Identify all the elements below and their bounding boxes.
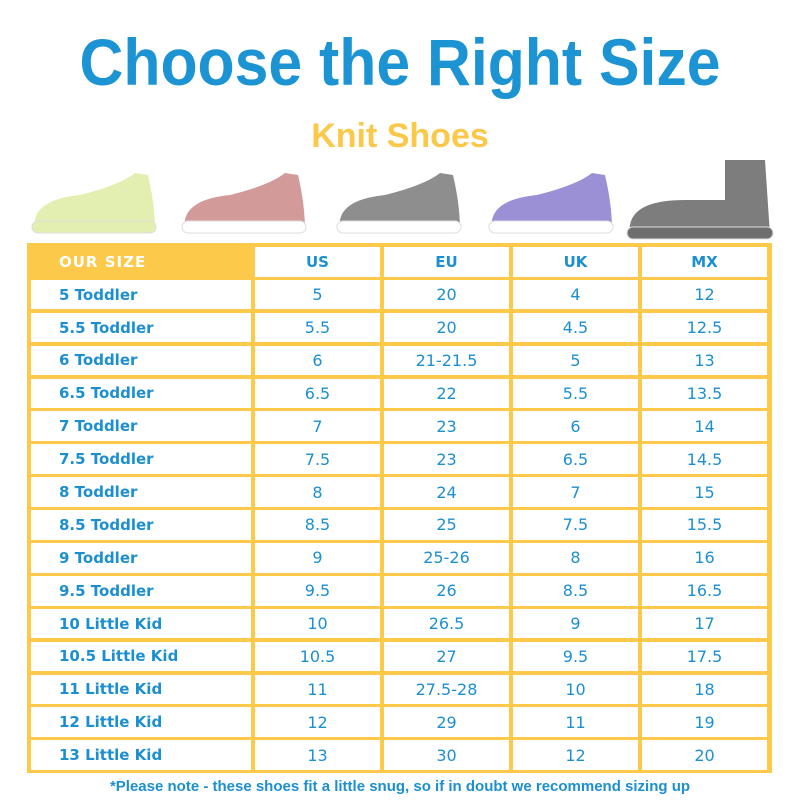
shoe-image <box>181 173 307 234</box>
column-header: MX <box>642 247 767 277</box>
row-size-label: 6.5 Toddler <box>31 378 251 409</box>
shoe-image <box>488 173 614 234</box>
table-cell: 18 <box>642 674 767 705</box>
table-cell: 22 <box>384 378 509 409</box>
row-size-label: 10.5 Little Kid <box>31 641 251 672</box>
table-cell: 9.5 <box>255 575 380 606</box>
table-cell: 15 <box>642 477 767 507</box>
table-cell: 24 <box>384 477 509 507</box>
table-cell: 5.5 <box>513 378 638 409</box>
table-cell: 10 <box>255 608 380 639</box>
column-header: EU <box>384 247 509 277</box>
table-cell: 9.5 <box>513 641 638 672</box>
table-cell: 6.5 <box>255 378 380 409</box>
table-cell: 6 <box>255 345 380 376</box>
table-cell: 27 <box>384 641 509 672</box>
sizing-note: *Please note - these shoes fit a little … <box>109 778 691 795</box>
column-header: US <box>255 247 380 277</box>
table-cell: 7.5 <box>513 510 638 540</box>
table-cell: 20 <box>642 740 767 770</box>
table-cell: 23 <box>384 444 509 474</box>
row-size-label: 9 Toddler <box>31 543 251 573</box>
table-cell: 25 <box>384 510 509 540</box>
table-cell: 7 <box>513 477 638 507</box>
row-size-label: 9.5 Toddler <box>31 575 251 606</box>
table-cell: 15.5 <box>642 510 767 540</box>
table-cell: 30 <box>384 740 509 770</box>
shoe-image <box>336 173 462 234</box>
table-cell: 12 <box>255 707 380 738</box>
table-cell: 12.5 <box>642 312 767 343</box>
table-cell: 8.5 <box>255 510 380 540</box>
table-cell: 23 <box>384 411 509 442</box>
row-size-label: 7.5 Toddler <box>31 444 251 474</box>
table-cell: 4 <box>513 279 638 310</box>
row-size-label: 5.5 Toddler <box>31 312 251 343</box>
table-cell: 8 <box>513 543 638 573</box>
table-cell: 20 <box>384 279 509 310</box>
table-cell: 10 <box>513 674 638 705</box>
table-cell: 5 <box>513 345 638 376</box>
row-size-label: 10 Little Kid <box>31 608 251 639</box>
table-cell: 12 <box>513 740 638 770</box>
table-cell: 13.5 <box>642 378 767 409</box>
page-title: Choose the Right Size <box>79 25 721 99</box>
table-cell: 12 <box>642 279 767 310</box>
size-chart-table: OUR SIZE US EU UK MX 5 Toddler 5 20 4 12 5.5 Toddl… <box>27 243 772 773</box>
table-cell: 6 <box>513 411 638 442</box>
row-size-label: 11 Little Kid <box>31 674 251 705</box>
table-cell: 17.5 <box>642 641 767 672</box>
table-cell: 9 <box>255 543 380 573</box>
table-cell: 4.5 <box>513 312 638 343</box>
row-size-label: 7 Toddler <box>31 411 251 442</box>
table-cell: 16.5 <box>642 575 767 606</box>
row-size-label: 12 Little Kid <box>31 707 251 738</box>
column-header: OUR SIZE <box>59 252 147 271</box>
table-cell: 10.5 <box>255 641 380 672</box>
row-size-label: 8.5 Toddler <box>31 510 251 540</box>
table-cell: 11 <box>255 674 380 705</box>
table-cell: 13 <box>642 345 767 376</box>
table-cell: 21-21.5 <box>384 345 509 376</box>
table-cell: 14 <box>642 411 767 442</box>
table-cell: 26 <box>384 575 509 606</box>
table-cell: 8 <box>255 477 380 507</box>
table-cell: 19 <box>642 707 767 738</box>
shoe-image <box>626 160 774 240</box>
table-cell: 8.5 <box>513 575 638 606</box>
row-size-label: 8 Toddler <box>31 477 251 507</box>
column-header: UK <box>513 247 638 277</box>
shoe-image <box>31 173 157 234</box>
table-cell: 27.5-28 <box>384 674 509 705</box>
page-subtitle: Knit Shoes <box>311 117 489 155</box>
table-cell: 5 <box>255 279 380 310</box>
table-cell: 25-26 <box>384 543 509 573</box>
table-cell: 16 <box>642 543 767 573</box>
table-cell: 17 <box>642 608 767 639</box>
shoe-images <box>31 160 774 240</box>
table-cell: 29 <box>384 707 509 738</box>
table-cell: 5.5 <box>255 312 380 343</box>
table-cell: 13 <box>255 740 380 770</box>
table-cell: 11 <box>513 707 638 738</box>
row-size-label: 5 Toddler <box>31 279 251 310</box>
table-cell: 7 <box>255 411 380 442</box>
row-size-label: 13 Little Kid <box>31 740 251 770</box>
table-cell: 9 <box>513 608 638 639</box>
row-size-label: 6 Toddler <box>31 345 251 376</box>
table-cell: 26.5 <box>384 608 509 639</box>
table-cell: 7.5 <box>255 444 380 474</box>
table-cell: 6.5 <box>513 444 638 474</box>
table-cell: 14.5 <box>642 444 767 474</box>
table-cell: 20 <box>384 312 509 343</box>
